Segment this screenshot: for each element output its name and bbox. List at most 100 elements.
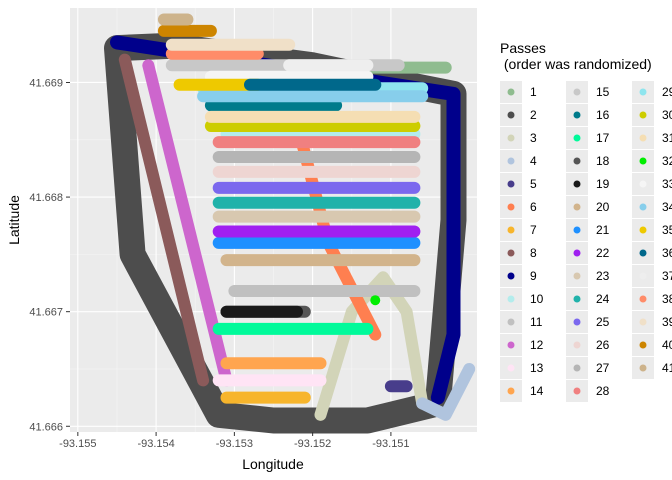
legend-key-12 xyxy=(507,341,515,349)
legend-label-27: 27 xyxy=(596,361,610,375)
legend-label-3: 3 xyxy=(530,131,537,145)
legend-key-5 xyxy=(507,180,515,188)
legend-label-24: 24 xyxy=(596,292,610,306)
legend-label-18: 18 xyxy=(596,154,610,168)
legend-label-19: 19 xyxy=(596,177,610,191)
y-tick-label: 41.666 xyxy=(29,421,63,433)
legend-key-11 xyxy=(507,318,515,326)
y-axis: 41.666 41.667 41.668 41.669 xyxy=(29,77,70,433)
legend-key-31 xyxy=(639,134,647,142)
pass-track-3 xyxy=(314,271,429,421)
x-tick-label: -93.152 xyxy=(294,438,331,450)
legend-label-1: 1 xyxy=(530,85,537,99)
legend-label-34: 34 xyxy=(662,200,672,214)
x-axis: -93.155 -93.154 -93.153 -93.152 -93.151 xyxy=(59,432,410,450)
legend-label-6: 6 xyxy=(530,200,537,214)
legend-key-35 xyxy=(639,226,647,234)
pass-track-4 xyxy=(416,363,476,421)
legend-label-35: 35 xyxy=(662,223,672,237)
pass-tracks xyxy=(104,13,476,434)
legend-key-33 xyxy=(639,180,647,188)
legend-label-37: 37 xyxy=(662,269,672,283)
legend-key-24 xyxy=(573,295,581,303)
legend-label-5: 5 xyxy=(530,177,537,191)
x-tick-label: -93.155 xyxy=(59,438,96,450)
legend-key-7 xyxy=(507,226,515,234)
legend-key-13 xyxy=(507,364,515,372)
legend-key-30 xyxy=(639,111,647,119)
pass-track-8 xyxy=(118,53,210,387)
legend-label-26: 26 xyxy=(596,338,610,352)
legend-key-22 xyxy=(573,249,581,257)
legend-key-18 xyxy=(573,157,581,165)
legend-key-41 xyxy=(639,364,647,372)
legend-key-29 xyxy=(639,88,647,96)
legend-label-16: 16 xyxy=(596,108,610,122)
legend-label-39: 39 xyxy=(662,315,672,329)
legend-key-15 xyxy=(573,88,581,96)
legend-label-28: 28 xyxy=(596,384,610,398)
legend-key-9 xyxy=(507,272,515,280)
legend-label-4: 4 xyxy=(530,154,537,168)
legend-key-21 xyxy=(573,226,581,234)
legend-key-36 xyxy=(639,249,647,257)
x-axis-title: Longitude xyxy=(242,456,304,472)
legend-label-38: 38 xyxy=(662,292,672,306)
x-tick-label: -93.154 xyxy=(137,438,174,450)
legend-label-17: 17 xyxy=(596,131,610,145)
legend-label-40: 40 xyxy=(662,338,672,352)
legend-key-32 xyxy=(639,157,647,165)
legend-label-14: 14 xyxy=(530,384,544,398)
legend-label-22: 22 xyxy=(596,246,610,260)
legend-key-23 xyxy=(573,272,581,280)
legend-key-28 xyxy=(573,387,581,395)
legend-key-2 xyxy=(507,111,515,119)
legend-label-8: 8 xyxy=(530,246,537,260)
legend-label-29: 29 xyxy=(662,85,672,99)
legend-label-9: 9 xyxy=(530,269,537,283)
legend-key-10 xyxy=(507,295,515,303)
legend-key-19 xyxy=(573,180,581,188)
legend-key-34 xyxy=(639,203,647,211)
legend-label-41: 41 xyxy=(662,361,672,375)
legend-label-7: 7 xyxy=(530,223,537,237)
y-tick-label: 41.667 xyxy=(29,307,63,319)
legend-label-21: 21 xyxy=(596,223,610,237)
legend-label-2: 2 xyxy=(530,108,537,122)
legend-key-38 xyxy=(639,295,647,303)
legend-label-10: 10 xyxy=(530,292,544,306)
pass-point-32 xyxy=(370,295,381,306)
legend-label-33: 33 xyxy=(662,177,672,191)
x-tick-label: -93.151 xyxy=(372,438,409,450)
legend-key-27 xyxy=(573,364,581,372)
legend-key-40 xyxy=(639,341,647,349)
legend-key-1 xyxy=(507,88,515,96)
x-tick-label: -93.153 xyxy=(216,438,253,450)
y-axis-title: Latitude xyxy=(6,195,22,245)
legend-key-3 xyxy=(507,134,515,142)
legend-key-25 xyxy=(573,318,581,326)
legend-label-23: 23 xyxy=(596,269,610,283)
legend-key-39 xyxy=(639,318,647,326)
legend-title-line2: (order was randomized) xyxy=(500,56,652,72)
legend-key-4 xyxy=(507,157,515,165)
legend-key-37 xyxy=(639,272,647,280)
legend-label-12: 12 xyxy=(530,338,544,352)
legend-key-17 xyxy=(573,134,581,142)
legend-label-20: 20 xyxy=(596,200,610,214)
legend: 1234567891011121314151617181920212223242… xyxy=(500,81,672,402)
legend-key-14 xyxy=(507,387,515,395)
legend-label-36: 36 xyxy=(662,246,672,260)
legend-label-25: 25 xyxy=(596,315,610,329)
legend-label-32: 32 xyxy=(662,154,672,168)
legend-title-line1: Passes xyxy=(500,40,546,56)
legend-label-30: 30 xyxy=(662,108,672,122)
legend-label-13: 13 xyxy=(530,361,544,375)
legend-label-11: 11 xyxy=(530,315,543,329)
y-tick-label: 41.669 xyxy=(29,77,63,89)
legend-label-31: 31 xyxy=(662,131,672,145)
legend-key-26 xyxy=(573,341,581,349)
legend-label-15: 15 xyxy=(596,85,610,99)
legend-key-16 xyxy=(573,111,581,119)
